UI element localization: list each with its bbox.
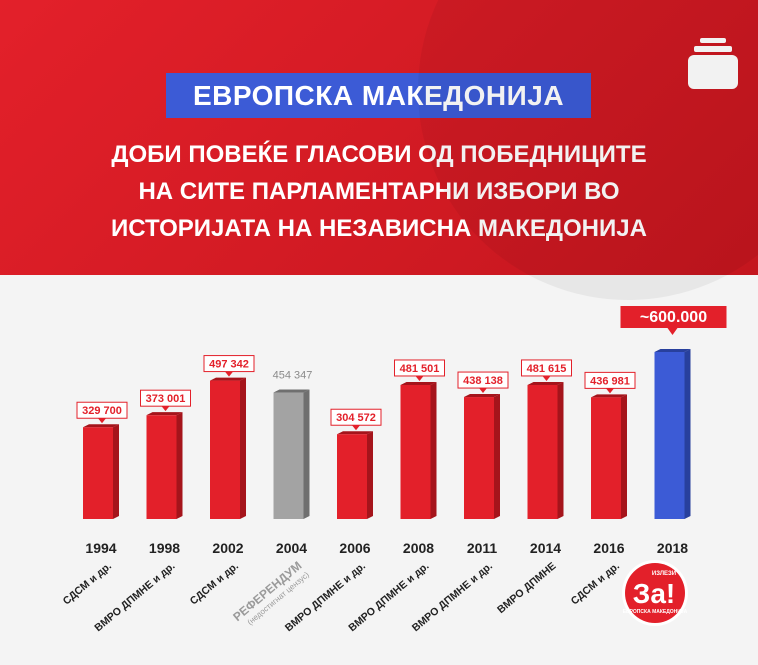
bar-side xyxy=(621,394,627,519)
chart-area: 329 700 1994 СДСМ и др. 373 001 1998 ВМРО ДПМ… xyxy=(0,275,758,665)
x-tick-label: 1998 xyxy=(149,540,180,556)
logo-top-text: ИЗЛЕЗИ xyxy=(652,571,676,577)
bar-top xyxy=(591,394,627,398)
value-label: 436 981 xyxy=(590,375,630,387)
winner-label: СДСМ и др. xyxy=(188,560,241,607)
value-label-pointer xyxy=(415,375,424,381)
value-label-pointer xyxy=(606,388,614,394)
bar-side xyxy=(176,412,183,519)
bar xyxy=(400,384,431,519)
x-tick-label: 1994 xyxy=(85,540,116,556)
bar-side xyxy=(113,424,119,519)
bar xyxy=(210,380,240,519)
logo-big-text: За! xyxy=(633,578,675,609)
bar-side xyxy=(494,394,500,519)
value-label-pointer xyxy=(225,371,233,377)
value-label: 481 615 xyxy=(527,363,567,375)
bar-side xyxy=(240,377,246,519)
bar-top xyxy=(464,394,500,398)
winner-label: ВМРО ДПМНЕ xyxy=(495,560,558,616)
value-label-pointer xyxy=(479,388,487,394)
bar-side xyxy=(430,381,437,519)
value-label: ~600.000 xyxy=(640,309,707,326)
winner-label-group: СДСМ и др. xyxy=(188,560,241,607)
x-tick-label: 2016 xyxy=(593,540,624,556)
bar xyxy=(464,397,494,519)
bar xyxy=(337,434,367,519)
value-label: 304 572 xyxy=(336,412,376,424)
value-label-pointer xyxy=(667,328,678,335)
bar-top xyxy=(273,389,310,393)
stack-icon xyxy=(688,38,738,89)
x-tick-label: 2002 xyxy=(212,540,243,556)
bar-top xyxy=(210,377,246,381)
header-banner: ЕВРОПСКА МАКЕДОНИЈА ДОБИ ПОВЕЌЕ ГЛАСОВИ … xyxy=(0,0,758,300)
x-tick-label: 2008 xyxy=(403,540,434,556)
bar-side xyxy=(557,381,564,519)
value-label-box xyxy=(457,371,509,389)
bar xyxy=(273,392,304,519)
value-label-pointer xyxy=(98,418,106,424)
bar-top xyxy=(654,349,691,352)
bar-chart: 329 700 1994 СДСМ и др. 373 001 1998 ВМРО ДПМ… xyxy=(61,306,727,634)
subtitle-line: НА СИТЕ ПАРЛАМЕНТАРНИ ИЗБОРИ ВО xyxy=(138,178,620,205)
x-tick-label: 2014 xyxy=(530,540,561,556)
bar xyxy=(83,427,113,519)
x-tick-label: 2004 xyxy=(276,540,307,556)
winner-label-group: СДСМ и др. xyxy=(61,560,114,607)
value-label: 438 138 xyxy=(463,375,503,387)
value-label-box xyxy=(620,306,727,328)
x-tick-label: 2018 xyxy=(657,540,688,556)
x-tick-label: 2006 xyxy=(339,540,370,556)
subtitle-line: ДОБИ ПОВЕЌЕ ГЛАСОВИ ОД ПОБЕДНИЦИТЕ xyxy=(111,141,647,168)
bar xyxy=(591,397,621,519)
title-badge: ЕВРОПСКА МАКЕДОНИЈА xyxy=(166,73,591,118)
value-label: 373 001 xyxy=(146,393,186,405)
bar-top xyxy=(146,412,183,416)
winner-label: СДСМ и др. xyxy=(569,560,622,607)
subtitle: ДОБИ ПОВЕЌЕ ГЛАСОВИ ОД ПОБЕДНИЦИТЕ НА СИ… xyxy=(60,136,698,247)
bar-side xyxy=(367,431,373,519)
bar-top xyxy=(337,431,373,435)
bar xyxy=(146,415,177,519)
value-label-pointer xyxy=(161,406,170,412)
bar-side xyxy=(684,349,691,519)
value-label-box xyxy=(76,401,128,419)
bar-top xyxy=(400,381,437,385)
winner-label: СДСМ и др. xyxy=(61,560,114,607)
value-label: 454 347 xyxy=(273,370,313,382)
winner-label-group: ВМРО ДПМНЕ xyxy=(495,560,558,616)
x-tick-label: 2011 xyxy=(467,540,498,556)
subtitle-line: ИСТОРИЈАТА НА НЕЗАВИСНА МАКЕДОНИЈА xyxy=(111,215,647,242)
value-label: 329 700 xyxy=(82,405,122,417)
bar xyxy=(654,352,685,519)
bar-top xyxy=(83,424,119,428)
bar xyxy=(527,384,558,519)
value-label: 497 342 xyxy=(209,359,249,371)
za-logo-icon: ИЗЛЕЗИ За! ЕВРОПСКА МАКЕДОНИЈА xyxy=(622,560,688,626)
value-label: 481 501 xyxy=(400,363,440,375)
winner-label-group: СДСМ и др. xyxy=(569,560,622,607)
logo-bottom-text: ЕВРОПСКА МАКЕДОНИЈА xyxy=(623,609,688,615)
bar-side xyxy=(303,389,310,519)
bar-top xyxy=(527,381,564,385)
value-label-pointer xyxy=(352,425,360,431)
value-label-pointer xyxy=(542,375,551,381)
